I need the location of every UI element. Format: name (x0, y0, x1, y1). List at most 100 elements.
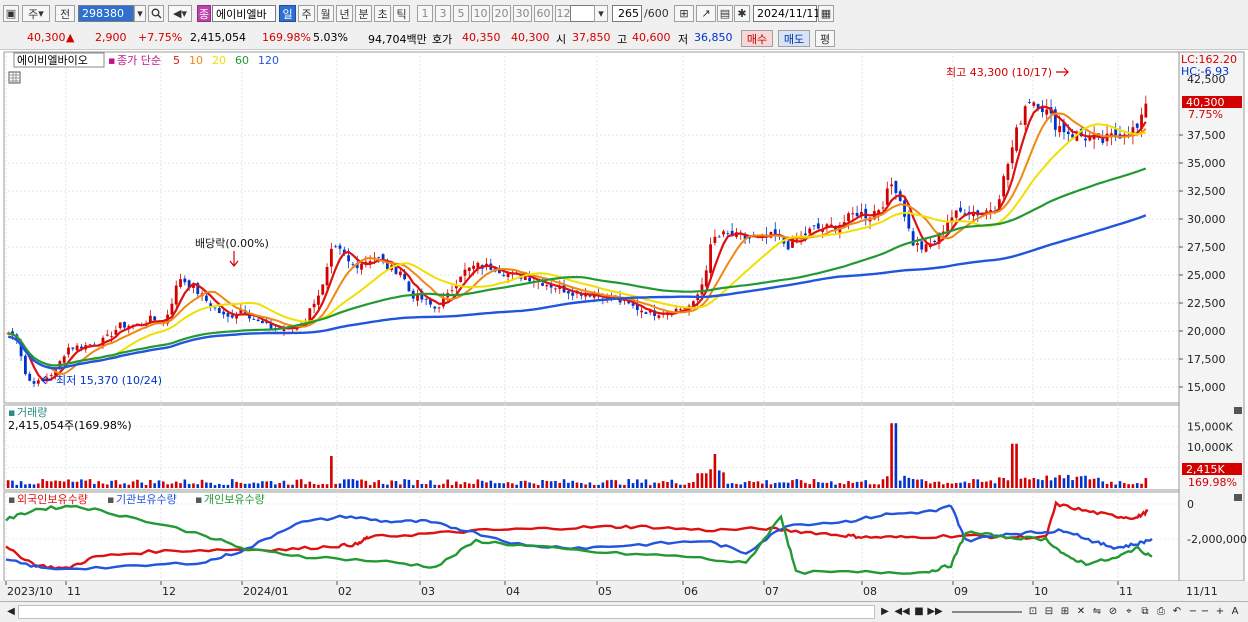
period-tab[interactable]: 월 (317, 5, 334, 22)
interval-button[interactable]: 30 (513, 5, 532, 22)
volume-bar (450, 485, 454, 488)
zoom-tool-icon-3[interactable]: ⊞ (1060, 605, 1070, 617)
stock-name-field[interactable]: 에이비엘바 (212, 5, 276, 22)
interval-button[interactable]: 60 (534, 5, 553, 22)
volume-panel[interactable] (3, 404, 1180, 491)
count-input[interactable]: 265 (612, 5, 642, 22)
volume-bar (243, 483, 247, 488)
window-icon[interactable]: ▣ (3, 5, 19, 22)
buy-button[interactable]: 매수 (741, 30, 773, 47)
pan-icon[interactable]: ⇋ (1092, 605, 1102, 617)
market-select[interactable]: 주 ▾ (22, 5, 50, 22)
zoom-out-small-icon[interactable]: − (1188, 605, 1198, 617)
candle-body (1114, 129, 1118, 137)
volume-bar (1062, 478, 1066, 488)
search-icon[interactable] (148, 5, 164, 22)
interval-button[interactable]: 1 (417, 5, 433, 22)
period-tab[interactable]: 분 (355, 5, 372, 22)
volume-bar (144, 484, 148, 488)
undo-icon[interactable]: ↶ (1172, 605, 1182, 617)
print-icon[interactable]: ⎙ (1157, 605, 1165, 617)
candle-body (23, 355, 27, 375)
cross-cursor-icon[interactable]: ✕ (1076, 605, 1086, 617)
price-tick-label: 25,000 (1187, 269, 1226, 282)
stock-name-box[interactable] (13, 52, 105, 68)
volume-bar (954, 483, 958, 488)
table-toggle-icon[interactable] (8, 71, 21, 84)
x-tick-label: 05 (598, 585, 612, 598)
prev-button[interactable]: 전 (55, 5, 75, 22)
volume-bar (920, 479, 924, 488)
calendar-icon[interactable]: ▦ (818, 5, 834, 22)
zoom-tool-icon-2[interactable]: ⊟ (1044, 605, 1054, 617)
interval-button[interactable]: 3 (435, 5, 451, 22)
candle-body (1028, 101, 1031, 103)
volume-bar (179, 483, 182, 488)
indicator-icon[interactable]: ⊞ (674, 5, 694, 22)
scroll-right-icon[interactable]: ▶ (881, 605, 889, 617)
price-panel[interactable] (3, 51, 1180, 404)
high-price: 40,600 (632, 31, 671, 44)
candle-body (420, 291, 424, 300)
zoom-tool-icon-1[interactable]: ⊡ (1028, 605, 1038, 617)
period-tab[interactable]: 틱 (393, 5, 410, 22)
stop-icon[interactable]: ■ (914, 605, 924, 617)
font-size-icon[interactable]: A (1231, 605, 1239, 617)
volume-bar (756, 481, 760, 488)
horizontal-scrollbar[interactable]: ◀ ▶ ◀◀ ■ ▶▶ ⊡ ⊟ ⊞ ✕ ⇋ ⊘ ⌖ ⧉ ⎙ ↶ − − + A (0, 601, 1248, 622)
volume-bar (683, 484, 687, 488)
candle-body (726, 233, 730, 235)
scroll-track[interactable] (18, 605, 875, 619)
stock-code-input[interactable]: 298380 (78, 5, 134, 22)
candle-body (795, 239, 799, 241)
candle-body (437, 307, 441, 309)
period-tab[interactable]: 주 (298, 5, 315, 22)
avg-button[interactable]: 평 (815, 30, 835, 47)
candle-body (329, 248, 333, 267)
zoom-in-icon[interactable]: + (1215, 605, 1225, 617)
interval-button[interactable]: 20 (492, 5, 511, 22)
period-tab[interactable]: 일 (279, 5, 296, 22)
period-tab[interactable]: 초 (374, 5, 391, 22)
code-dropdown-icon[interactable]: ▾ (134, 5, 146, 22)
volume-panel-close-icon[interactable] (1234, 407, 1242, 414)
interval-dropdown-icon[interactable]: ▾ (594, 5, 608, 22)
candle-body (187, 280, 191, 288)
ruler-icon[interactable]: ⌖ (1126, 605, 1132, 617)
gear-icon[interactable]: ✱ (734, 5, 750, 22)
volume-bar (127, 484, 131, 488)
candle-body (860, 211, 863, 216)
scroll-left-icon[interactable]: ◀ (7, 605, 15, 617)
holdings-tick-label: 0 (1187, 498, 1194, 511)
period-tab[interactable]: 년 (336, 5, 353, 22)
fast-forward-icon[interactable]: ▶▶ (927, 605, 943, 617)
link-icon[interactable]: ⊘ (1108, 605, 1118, 617)
zoom-slider[interactable] (952, 611, 1022, 613)
candle-body (174, 285, 178, 305)
candle-body (338, 245, 342, 249)
volume-bar (205, 482, 208, 488)
date-input[interactable]: 2024/11/11 (753, 5, 820, 22)
stock-chart[interactable]: 에이비엘바이오 ▪ 종가 단순 5 10 20 60 120 LC:162.20 HC:… (0, 50, 1248, 601)
volume-bar (687, 482, 691, 488)
candle-body (217, 308, 221, 314)
draw-tool-icon[interactable]: ↗ (696, 5, 716, 22)
interval-button[interactable]: 5 (453, 5, 469, 22)
holdings-panel-close-icon[interactable] (1234, 494, 1242, 501)
candle-body (222, 311, 226, 315)
save-icon[interactable]: ▤ (717, 5, 733, 22)
candle-body (403, 273, 407, 280)
price-y-ticks: 37,500 35,000 32,500 30,000 27,500 25,000 22,5… (1179, 129, 1226, 394)
holdings-lines (5, 500, 1153, 575)
candle-body (153, 316, 157, 321)
volume-bar (666, 482, 669, 488)
speaker-icon[interactable]: ◀▾ (168, 5, 192, 22)
zoom-out-icon[interactable]: − (1200, 605, 1210, 617)
interval-button[interactable]: 10 (471, 5, 490, 22)
volume-bar (502, 483, 506, 488)
candle-body (312, 303, 316, 308)
current-price-tag (1182, 96, 1242, 108)
rewind-icon[interactable]: ◀◀ (894, 605, 910, 617)
copy-icon[interactable]: ⧉ (1141, 605, 1149, 617)
sell-button[interactable]: 매도 (778, 30, 810, 47)
